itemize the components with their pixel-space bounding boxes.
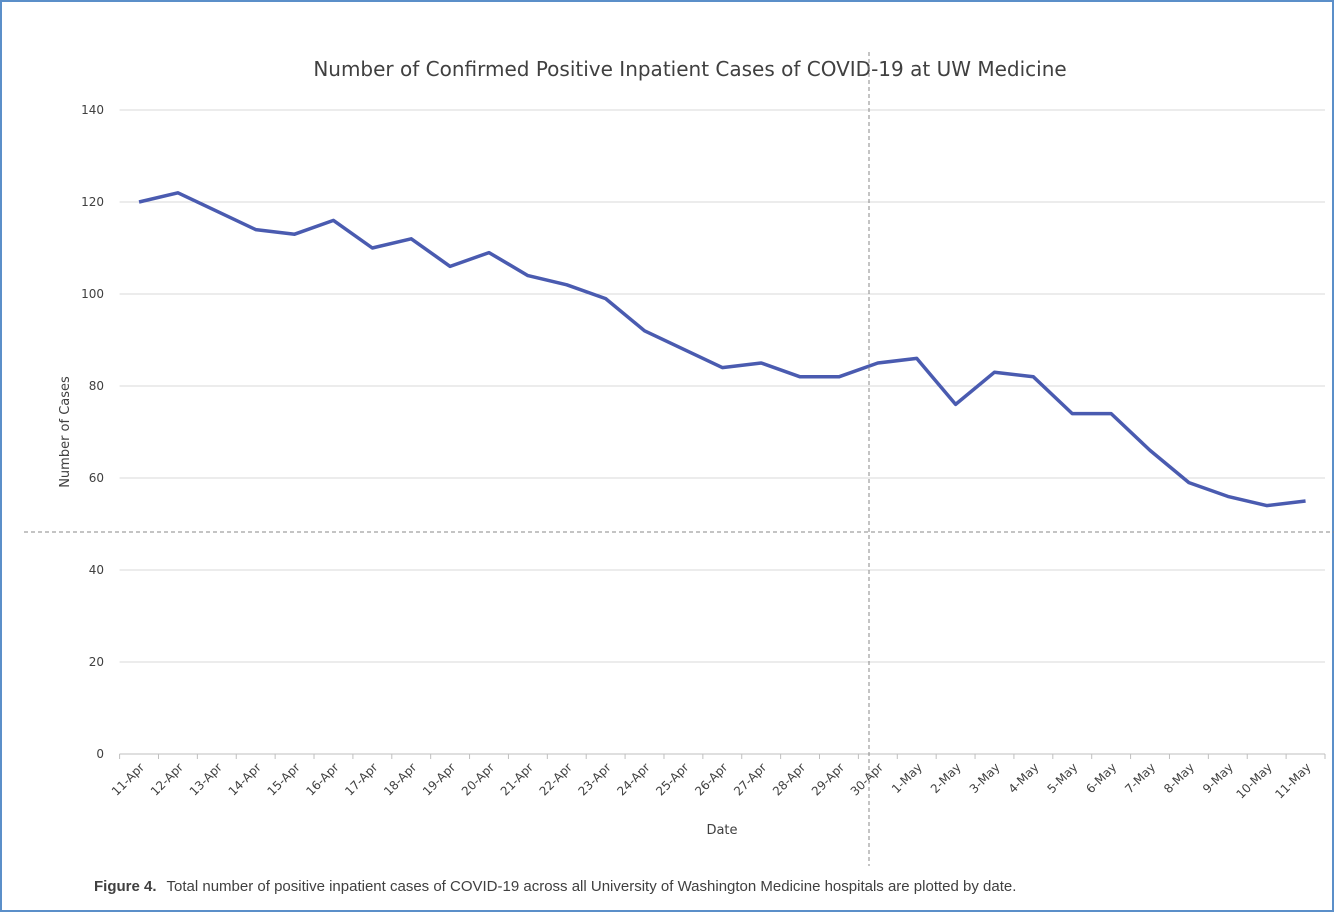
- y-tick-label: 20: [89, 655, 104, 669]
- caption: Figure 4. Total number of positive inpati…: [94, 878, 1016, 895]
- y-tick-label: 40: [89, 563, 104, 577]
- y-tick-label: 60: [89, 471, 104, 485]
- y-axis-label: Number of Cases: [58, 376, 73, 488]
- y-tick-label: 0: [96, 747, 104, 761]
- x-axis-label: Date: [706, 823, 737, 838]
- y-tick-label: 120: [81, 195, 104, 209]
- series-line: [138, 191, 1306, 508]
- chart-title: Number of Confirmed Positive Inpatient C…: [313, 57, 1066, 81]
- y-tick-label: 100: [81, 287, 104, 301]
- caption-text: Total number of positive inpatient cases…: [167, 878, 1017, 895]
- caption-label: Figure 4.: [94, 878, 157, 895]
- y-tick-label: 80: [89, 379, 104, 393]
- y-tick-label: 140: [81, 103, 104, 117]
